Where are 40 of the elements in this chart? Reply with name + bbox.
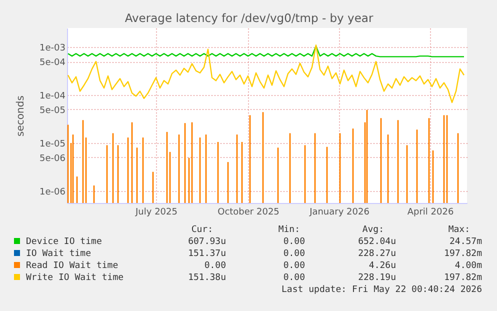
- text: 197.82m: [444, 249, 482, 259]
- text: Max:: [448, 225, 470, 235]
- y-tick-label: 1e-04: [40, 92, 66, 102]
- text: 197.82m: [444, 273, 482, 283]
- text: 607.93u: [188, 237, 226, 247]
- y-tick-label: 1e-06: [40, 187, 66, 198]
- y-tick-label: 1e-03: [40, 44, 66, 54]
- y-tick-label: 5e-06: [40, 154, 66, 164]
- text: Avg:: [362, 225, 384, 235]
- text: 4.26u: [368, 261, 396, 271]
- y-axis-title: seconds: [16, 96, 27, 136]
- text: 151.37u: [188, 249, 226, 259]
- text: 151.38u: [188, 273, 226, 283]
- y-tick-label: 5e-05: [40, 106, 66, 116]
- text: 228.27u: [358, 249, 396, 259]
- text: Last update: Fri May 22 00:40:24 2026: [282, 285, 482, 295]
- text: 0.00: [283, 273, 305, 283]
- text: 652.04u: [358, 237, 396, 247]
- text: 228.19u: [358, 273, 396, 283]
- legend-label: Device IO time: [26, 237, 102, 247]
- text: 24.57m: [449, 237, 482, 247]
- x-tick-label: April 2026: [407, 208, 454, 218]
- text: 0.00: [204, 261, 226, 271]
- text: 0.00: [283, 237, 305, 247]
- text: 4.00m: [454, 261, 482, 271]
- legend-label: Write IO Wait time: [26, 273, 124, 283]
- y-tick-label: 5e-04: [40, 58, 66, 68]
- x-tick-label: October 2025: [218, 208, 280, 218]
- text: 0.00: [283, 249, 305, 259]
- legend-label: IO Wait time: [26, 249, 92, 259]
- x-tick-label: July 2025: [134, 208, 178, 218]
- line-series: [67, 45, 465, 58]
- line-series: [67, 44, 465, 104]
- y-tick-label: 1e-05: [40, 139, 66, 150]
- x-tick-label: January 2026: [308, 208, 370, 218]
- legend-label: Read IO Wait time: [26, 261, 118, 271]
- text: Cur:: [191, 225, 213, 235]
- text: 0.00: [283, 261, 305, 271]
- chart-title: Average latency for /dev/vg0/tmp - by year: [124, 11, 374, 25]
- text: Min:: [278, 225, 300, 235]
